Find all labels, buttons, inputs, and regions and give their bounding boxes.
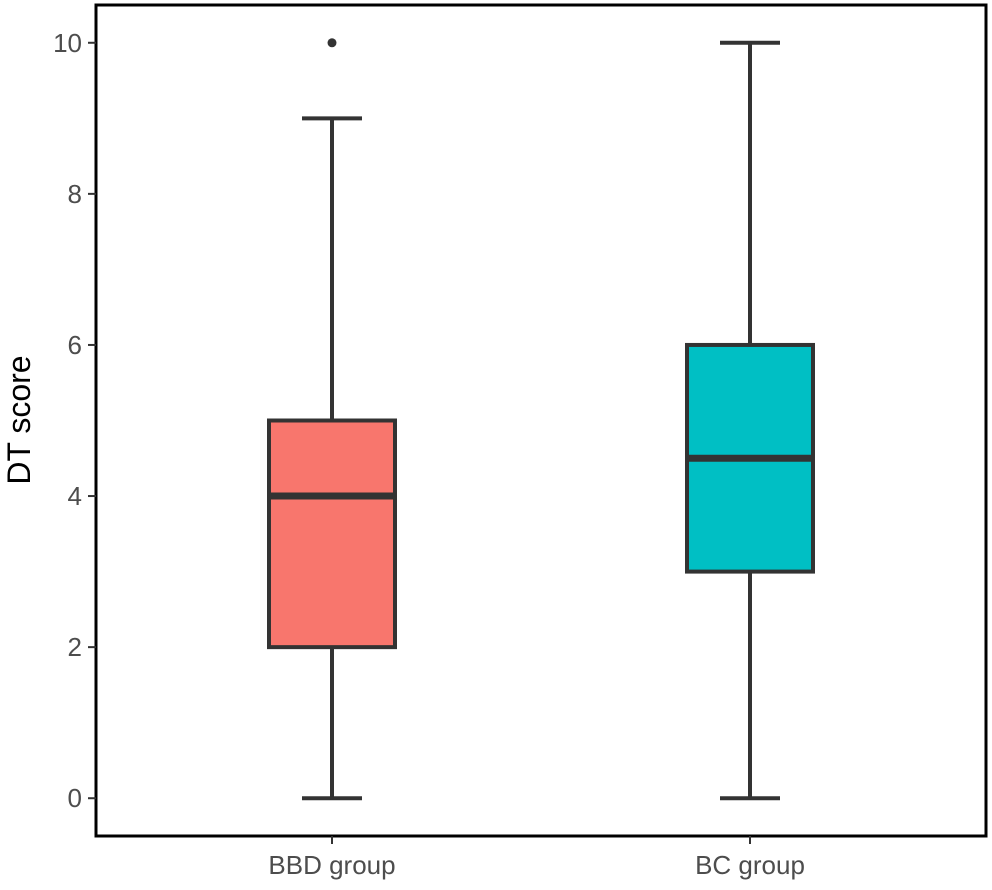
- y-tick-label: 10: [53, 28, 82, 58]
- box-bc-group: [685, 40, 815, 801]
- plot-frame: [94, 3, 988, 838]
- y-tick-label: 0: [68, 783, 82, 813]
- iqr-box: [267, 418, 397, 650]
- x-tick-label: BC group: [695, 850, 805, 880]
- y-axis-title: DT score: [1, 355, 37, 484]
- x-tick-label: BBD group: [268, 850, 395, 880]
- outlier-point: [327, 38, 337, 48]
- boxes-layer: [267, 38, 815, 801]
- y-tick-label: 8: [68, 179, 82, 209]
- y-tick-label: 2: [68, 632, 82, 662]
- y-tick-label: 4: [68, 481, 82, 511]
- axes-layer: BBD group BC group 0 2 4 6 8 10: [53, 28, 805, 880]
- box-bbd-group: [267, 38, 397, 801]
- y-tick-label: 6: [68, 330, 82, 360]
